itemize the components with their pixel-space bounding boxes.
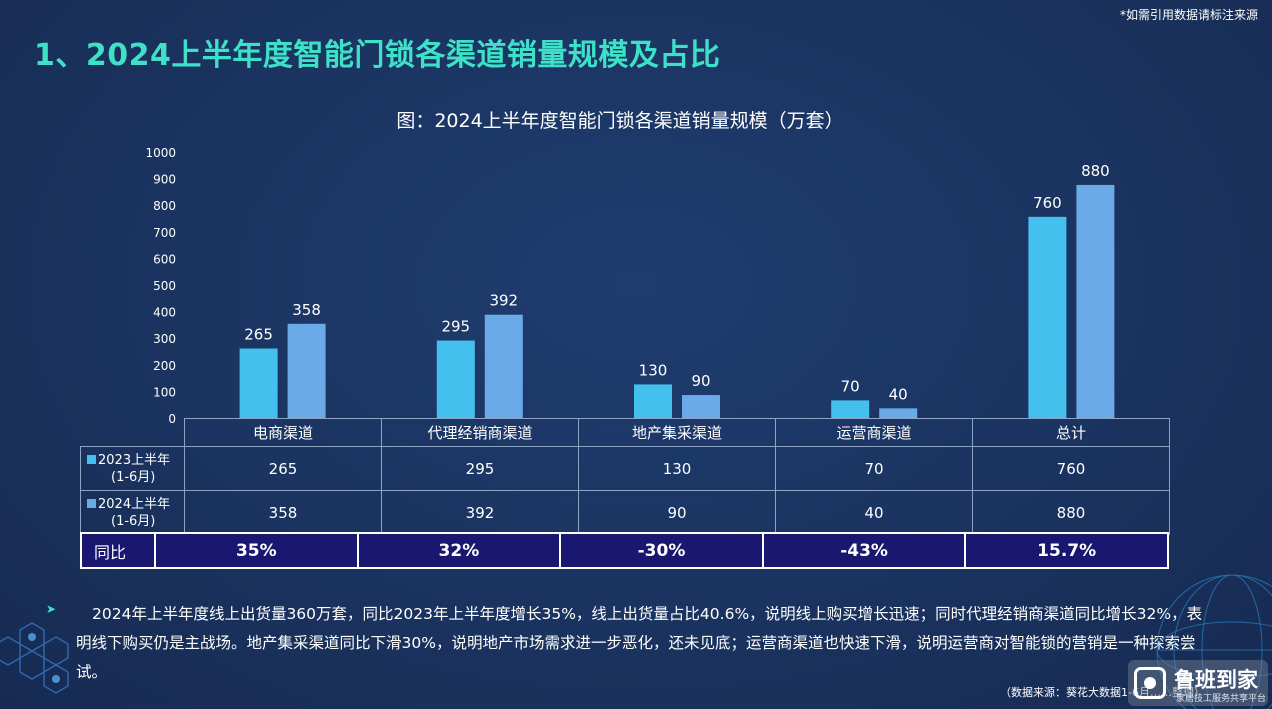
table-cell: 90 bbox=[578, 490, 776, 535]
table-cell: 130 bbox=[578, 446, 776, 491]
yoy-value: -43% bbox=[763, 534, 965, 567]
logo-tagline: 家居技工服务共享平台 bbox=[1176, 694, 1267, 704]
globe-decoration-icon bbox=[1156, 574, 1272, 709]
table-category: 电商渠道 bbox=[184, 418, 382, 447]
legend-label: 2023上半年 bbox=[98, 452, 171, 468]
table-category: 总计 bbox=[972, 418, 1170, 447]
legend-label-period: (1-6月) bbox=[111, 469, 156, 485]
table-cell: 265 bbox=[184, 446, 382, 491]
table-row: 2024上半年 (1-6月) 358 392 90 40 880 bbox=[80, 490, 1170, 535]
legend-swatch-2024 bbox=[87, 498, 96, 508]
logo-mark-icon bbox=[1134, 667, 1166, 699]
table-row: 2023上半年 (1-6月) 265 295 130 70 760 bbox=[80, 446, 1170, 491]
bar bbox=[287, 323, 326, 419]
y-tick-label: 500 bbox=[153, 279, 176, 293]
bar bbox=[1028, 216, 1067, 419]
legend-swatch-2023 bbox=[87, 454, 96, 464]
data-label: 90 bbox=[691, 372, 710, 390]
tech-decoration-left-icon bbox=[0, 622, 69, 694]
y-tick-label: 1000 bbox=[145, 146, 176, 160]
data-label: 392 bbox=[489, 292, 518, 310]
y-tick-label: 600 bbox=[153, 252, 176, 266]
table-cell: 358 bbox=[184, 490, 382, 535]
table-cell: 295 bbox=[381, 446, 579, 491]
y-tick-label: 400 bbox=[153, 306, 176, 320]
legend-label: 2024上半年 bbox=[98, 496, 171, 512]
data-label: 295 bbox=[441, 318, 470, 336]
data-label: 40 bbox=[889, 385, 908, 403]
bar bbox=[436, 340, 475, 419]
legend-label-period: (1-6月) bbox=[111, 513, 156, 529]
data-label: 760 bbox=[1033, 194, 1062, 212]
y-tick-label: 900 bbox=[153, 173, 176, 187]
y-tick-label: 700 bbox=[153, 226, 176, 240]
summary-text: 2024年上半年度线上出货量360万套，同比2023年上半年度增长35%，线上出… bbox=[76, 605, 1203, 681]
bar bbox=[682, 395, 720, 419]
y-tick-label: 300 bbox=[153, 332, 176, 346]
bar bbox=[831, 400, 870, 419]
table-cell: 70 bbox=[775, 446, 973, 491]
table-category: 代理经销商渠道 bbox=[381, 418, 579, 447]
table-cell: 40 bbox=[775, 490, 973, 535]
page-title: 1、2024上半年度智能门锁各渠道销量规模及占比 bbox=[34, 38, 721, 73]
bar bbox=[634, 384, 672, 419]
yoy-value: 35% bbox=[156, 534, 357, 567]
data-label: 70 bbox=[841, 377, 860, 395]
yoy-value: -30% bbox=[561, 534, 762, 567]
bar bbox=[239, 348, 278, 419]
data-label: 130 bbox=[639, 361, 668, 379]
table-header-row: 电商渠道 代理经销商渠道 地产集采渠道 运营商渠道 总计 bbox=[80, 418, 1170, 447]
data-source: （数据来源：葵花大数据1-6月……整理） bbox=[1000, 686, 1205, 699]
data-label: 265 bbox=[244, 326, 273, 344]
data-table: 电商渠道 代理经销商渠道 地产集采渠道 运营商渠道 总计 2023上半年 (1-… bbox=[80, 418, 1170, 535]
data-label: 880 bbox=[1081, 162, 1110, 180]
y-tick-label: 800 bbox=[153, 199, 176, 213]
table-corner bbox=[80, 418, 185, 447]
legend-2024: 2024上半年 (1-6月) bbox=[80, 490, 185, 535]
y-tick-label: 100 bbox=[153, 385, 176, 399]
table-category: 地产集采渠道 bbox=[578, 418, 776, 447]
lubandaojia-logo: 鲁班到家 家居技工服务共享平台 bbox=[1128, 660, 1268, 706]
table-cell: 392 bbox=[381, 490, 579, 535]
chart-title: 图：2024上半年度智能门锁各渠道销量规模（万套） bbox=[396, 110, 844, 132]
y-tick-label: 200 bbox=[153, 359, 176, 373]
data-label: 358 bbox=[292, 301, 321, 319]
citation-note: *如需引用数据请标注来源 bbox=[1119, 8, 1258, 22]
yoy-value: 15.7% bbox=[966, 534, 1167, 567]
table-cell: 760 bbox=[972, 446, 1170, 491]
legend-2023: 2023上半年 (1-6月) bbox=[80, 446, 185, 491]
logo-name: 鲁班到家 bbox=[1174, 668, 1258, 692]
yoy-value: 32% bbox=[358, 534, 560, 567]
table-category: 运营商渠道 bbox=[775, 418, 973, 447]
bar bbox=[1076, 184, 1115, 419]
yoy-label: 同比 bbox=[82, 534, 154, 567]
bullet-arrow-icon: ➤ bbox=[46, 602, 57, 616]
bar bbox=[879, 408, 918, 419]
yoy-row: 同比 35% 32% -30% -43% 15.7% bbox=[80, 532, 1169, 569]
table-cell: 880 bbox=[972, 490, 1170, 535]
bar bbox=[484, 314, 523, 419]
